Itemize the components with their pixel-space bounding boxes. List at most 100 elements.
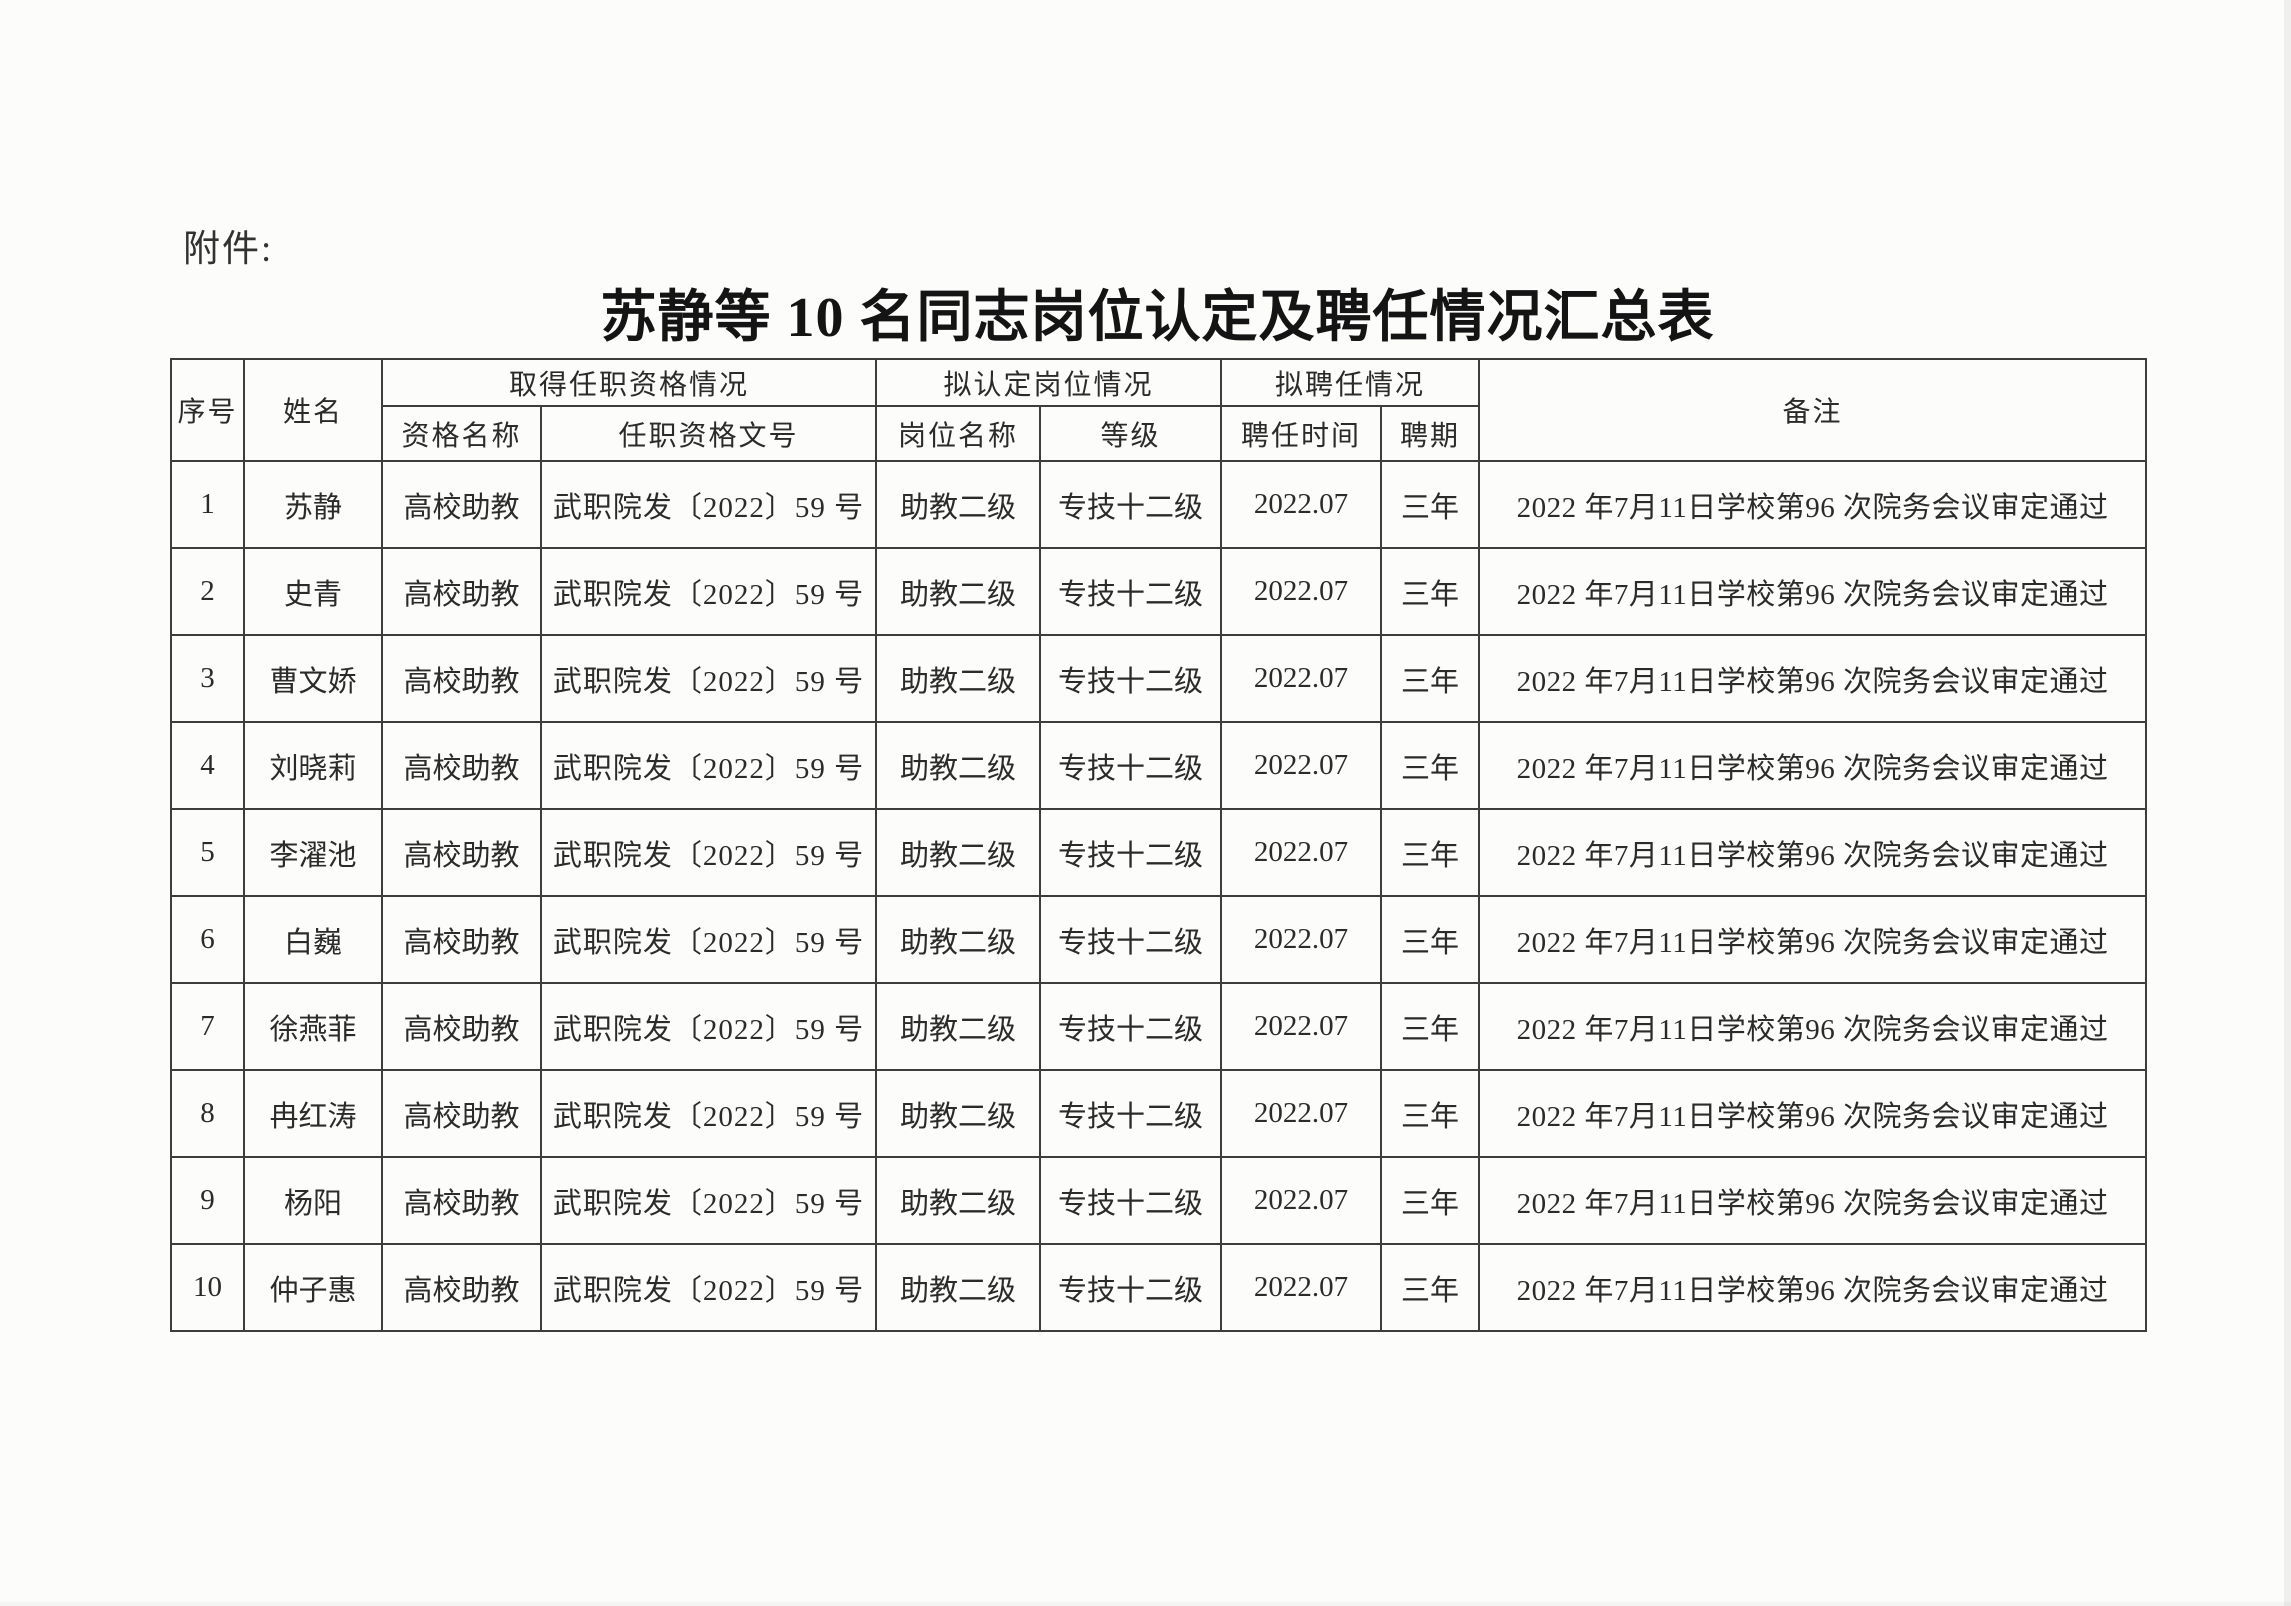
cell-remarks: 2022 年7月11日学校第96 次院务会议审定通过 [1478,547,2148,636]
cell-serial: 7 [170,982,245,1071]
cell-serial: 8 [170,1069,245,1158]
cell-name: 冉红涛 [243,1069,383,1158]
cell-post-name: 助教二级 [875,1069,1042,1158]
cell-appoint-time: 2022.07 [1220,1243,1383,1332]
cell-term: 三年 [1380,547,1481,636]
cell-term: 三年 [1380,982,1481,1071]
cell-term: 三年 [1380,634,1481,723]
header-qual-name: 资格名称 [381,405,542,462]
cell-appoint-time: 2022.07 [1220,634,1383,723]
cell-qual-name: 高校助教 [381,460,542,549]
cell-appoint-time: 2022.07 [1220,460,1383,549]
cell-qual-name: 高校助教 [381,1243,542,1332]
table-header: 序号 姓名 取得任职资格情况 拟认定岗位情况 拟聘任情况 备注 资格名称 任职资… [170,358,2148,462]
cell-qual-doc: 武职院发〔2022〕59 号 [539,808,878,897]
cell-qual-doc: 武职院发〔2022〕59 号 [539,547,878,636]
cell-qual-name: 高校助教 [381,895,542,984]
cell-appoint-time: 2022.07 [1220,982,1383,1071]
cell-name: 李濯池 [243,808,383,897]
header-appoint-time: 聘任时间 [1220,405,1383,462]
table-row: 1 苏静 高校助教 武职院发〔2022〕59 号 助教二级 专技十二级 2022… [170,460,2148,549]
cell-appoint-time: 2022.07 [1220,1069,1383,1158]
table-row: 4 刘晓莉 高校助教 武职院发〔2022〕59 号 助教二级 专技十二级 202… [170,721,2148,810]
cell-qual-name: 高校助教 [381,634,542,723]
cell-remarks: 2022 年7月11日学校第96 次院务会议审定通过 [1478,634,2148,723]
cell-qual-name: 高校助教 [381,547,542,636]
cell-qual-doc: 武职院发〔2022〕59 号 [539,460,878,549]
cell-serial: 10 [170,1243,245,1332]
cell-post-name: 助教二级 [875,721,1042,810]
cell-grade: 专技十二级 [1039,1069,1223,1158]
cell-post-name: 助教二级 [875,634,1042,723]
cell-grade: 专技十二级 [1039,547,1223,636]
header-qual-doc: 任职资格文号 [539,405,878,462]
cell-serial: 1 [170,460,245,549]
cell-qual-doc: 武职院发〔2022〕59 号 [539,895,878,984]
cell-grade: 专技十二级 [1039,460,1223,549]
header-term: 聘期 [1380,405,1481,462]
cell-qual-name: 高校助教 [381,721,542,810]
cell-qual-name: 高校助教 [381,1156,542,1245]
table-row: 5 李濯池 高校助教 武职院发〔2022〕59 号 助教二级 专技十二级 202… [170,808,2148,897]
header-serial: 序号 [170,358,245,462]
cell-post-name: 助教二级 [875,547,1042,636]
cell-remarks: 2022 年7月11日学校第96 次院务会议审定通过 [1478,808,2148,897]
cell-remarks: 2022 年7月11日学校第96 次院务会议审定通过 [1478,1069,2148,1158]
cell-appoint-time: 2022.07 [1220,895,1383,984]
cell-appoint-time: 2022.07 [1220,1156,1383,1245]
cell-name: 徐燕菲 [243,982,383,1071]
header-appointment-group: 拟聘任情况 [1220,358,1481,407]
cell-remarks: 2022 年7月11日学校第96 次院务会议审定通过 [1478,1243,2148,1332]
cell-grade: 专技十二级 [1039,1156,1223,1245]
cell-qual-doc: 武职院发〔2022〕59 号 [539,721,878,810]
cell-grade: 专技十二级 [1039,1243,1223,1332]
cell-qual-doc: 武职院发〔2022〕59 号 [539,1069,878,1158]
table-row: 8 冉红涛 高校助教 武职院发〔2022〕59 号 助教二级 专技十二级 202… [170,1069,2148,1158]
cell-post-name: 助教二级 [875,808,1042,897]
cell-serial: 6 [170,895,245,984]
header-post-name: 岗位名称 [875,405,1042,462]
cell-post-name: 助教二级 [875,1156,1042,1245]
cell-remarks: 2022 年7月11日学校第96 次院务会议审定通过 [1478,1156,2148,1245]
cell-remarks: 2022 年7月11日学校第96 次院务会议审定通过 [1478,895,2148,984]
cell-term: 三年 [1380,1243,1481,1332]
cell-grade: 专技十二级 [1039,982,1223,1071]
cell-qual-name: 高校助教 [381,982,542,1071]
paper-edge-shadow-bottom [0,1602,2291,1606]
header-name: 姓名 [243,358,383,462]
cell-qual-doc: 武职院发〔2022〕59 号 [539,634,878,723]
cell-serial: 5 [170,808,245,897]
cell-qual-doc: 武职院发〔2022〕59 号 [539,1243,878,1332]
cell-name: 杨阳 [243,1156,383,1245]
cell-grade: 专技十二级 [1039,634,1223,723]
cell-name: 苏静 [243,460,383,549]
cell-post-name: 助教二级 [875,460,1042,549]
cell-qual-doc: 武职院发〔2022〕59 号 [539,1156,878,1245]
cell-name: 曹文娇 [243,634,383,723]
cell-qual-name: 高校助教 [381,1069,542,1158]
cell-term: 三年 [1380,1156,1481,1245]
cell-post-name: 助教二级 [875,1243,1042,1332]
cell-remarks: 2022 年7月11日学校第96 次院务会议审定通过 [1478,982,2148,1071]
cell-serial: 3 [170,634,245,723]
table-row: 3 曹文娇 高校助教 武职院发〔2022〕59 号 助教二级 专技十二级 202… [170,634,2148,723]
header-position-group: 拟认定岗位情况 [875,358,1223,407]
cell-grade: 专技十二级 [1039,808,1223,897]
header-grade: 等级 [1039,405,1223,462]
table-row: 9 杨阳 高校助教 武职院发〔2022〕59 号 助教二级 专技十二级 2022… [170,1156,2148,1245]
cell-appoint-time: 2022.07 [1220,547,1383,636]
page-title: 苏静等 10 名同志岗位认定及聘任情况汇总表 [600,287,1715,349]
cell-appoint-time: 2022.07 [1220,721,1383,810]
attachment-label: 附件: [183,229,274,270]
table-row: 6 白巍 高校助教 武职院发〔2022〕59 号 助教二级 专技十二级 2022… [170,895,2148,984]
cell-name: 刘晓莉 [243,721,383,810]
table-row: 10 仲子惠 高校助教 武职院发〔2022〕59 号 助教二级 专技十二级 20… [170,1243,2148,1332]
cell-term: 三年 [1380,895,1481,984]
cell-appoint-time: 2022.07 [1220,808,1383,897]
cell-remarks: 2022 年7月11日学校第96 次院务会议审定通过 [1478,721,2148,810]
cell-remarks: 2022 年7月11日学校第96 次院务会议审定通过 [1478,460,2148,549]
cell-post-name: 助教二级 [875,982,1042,1071]
cell-serial: 2 [170,547,245,636]
cell-serial: 9 [170,1156,245,1245]
cell-term: 三年 [1380,808,1481,897]
